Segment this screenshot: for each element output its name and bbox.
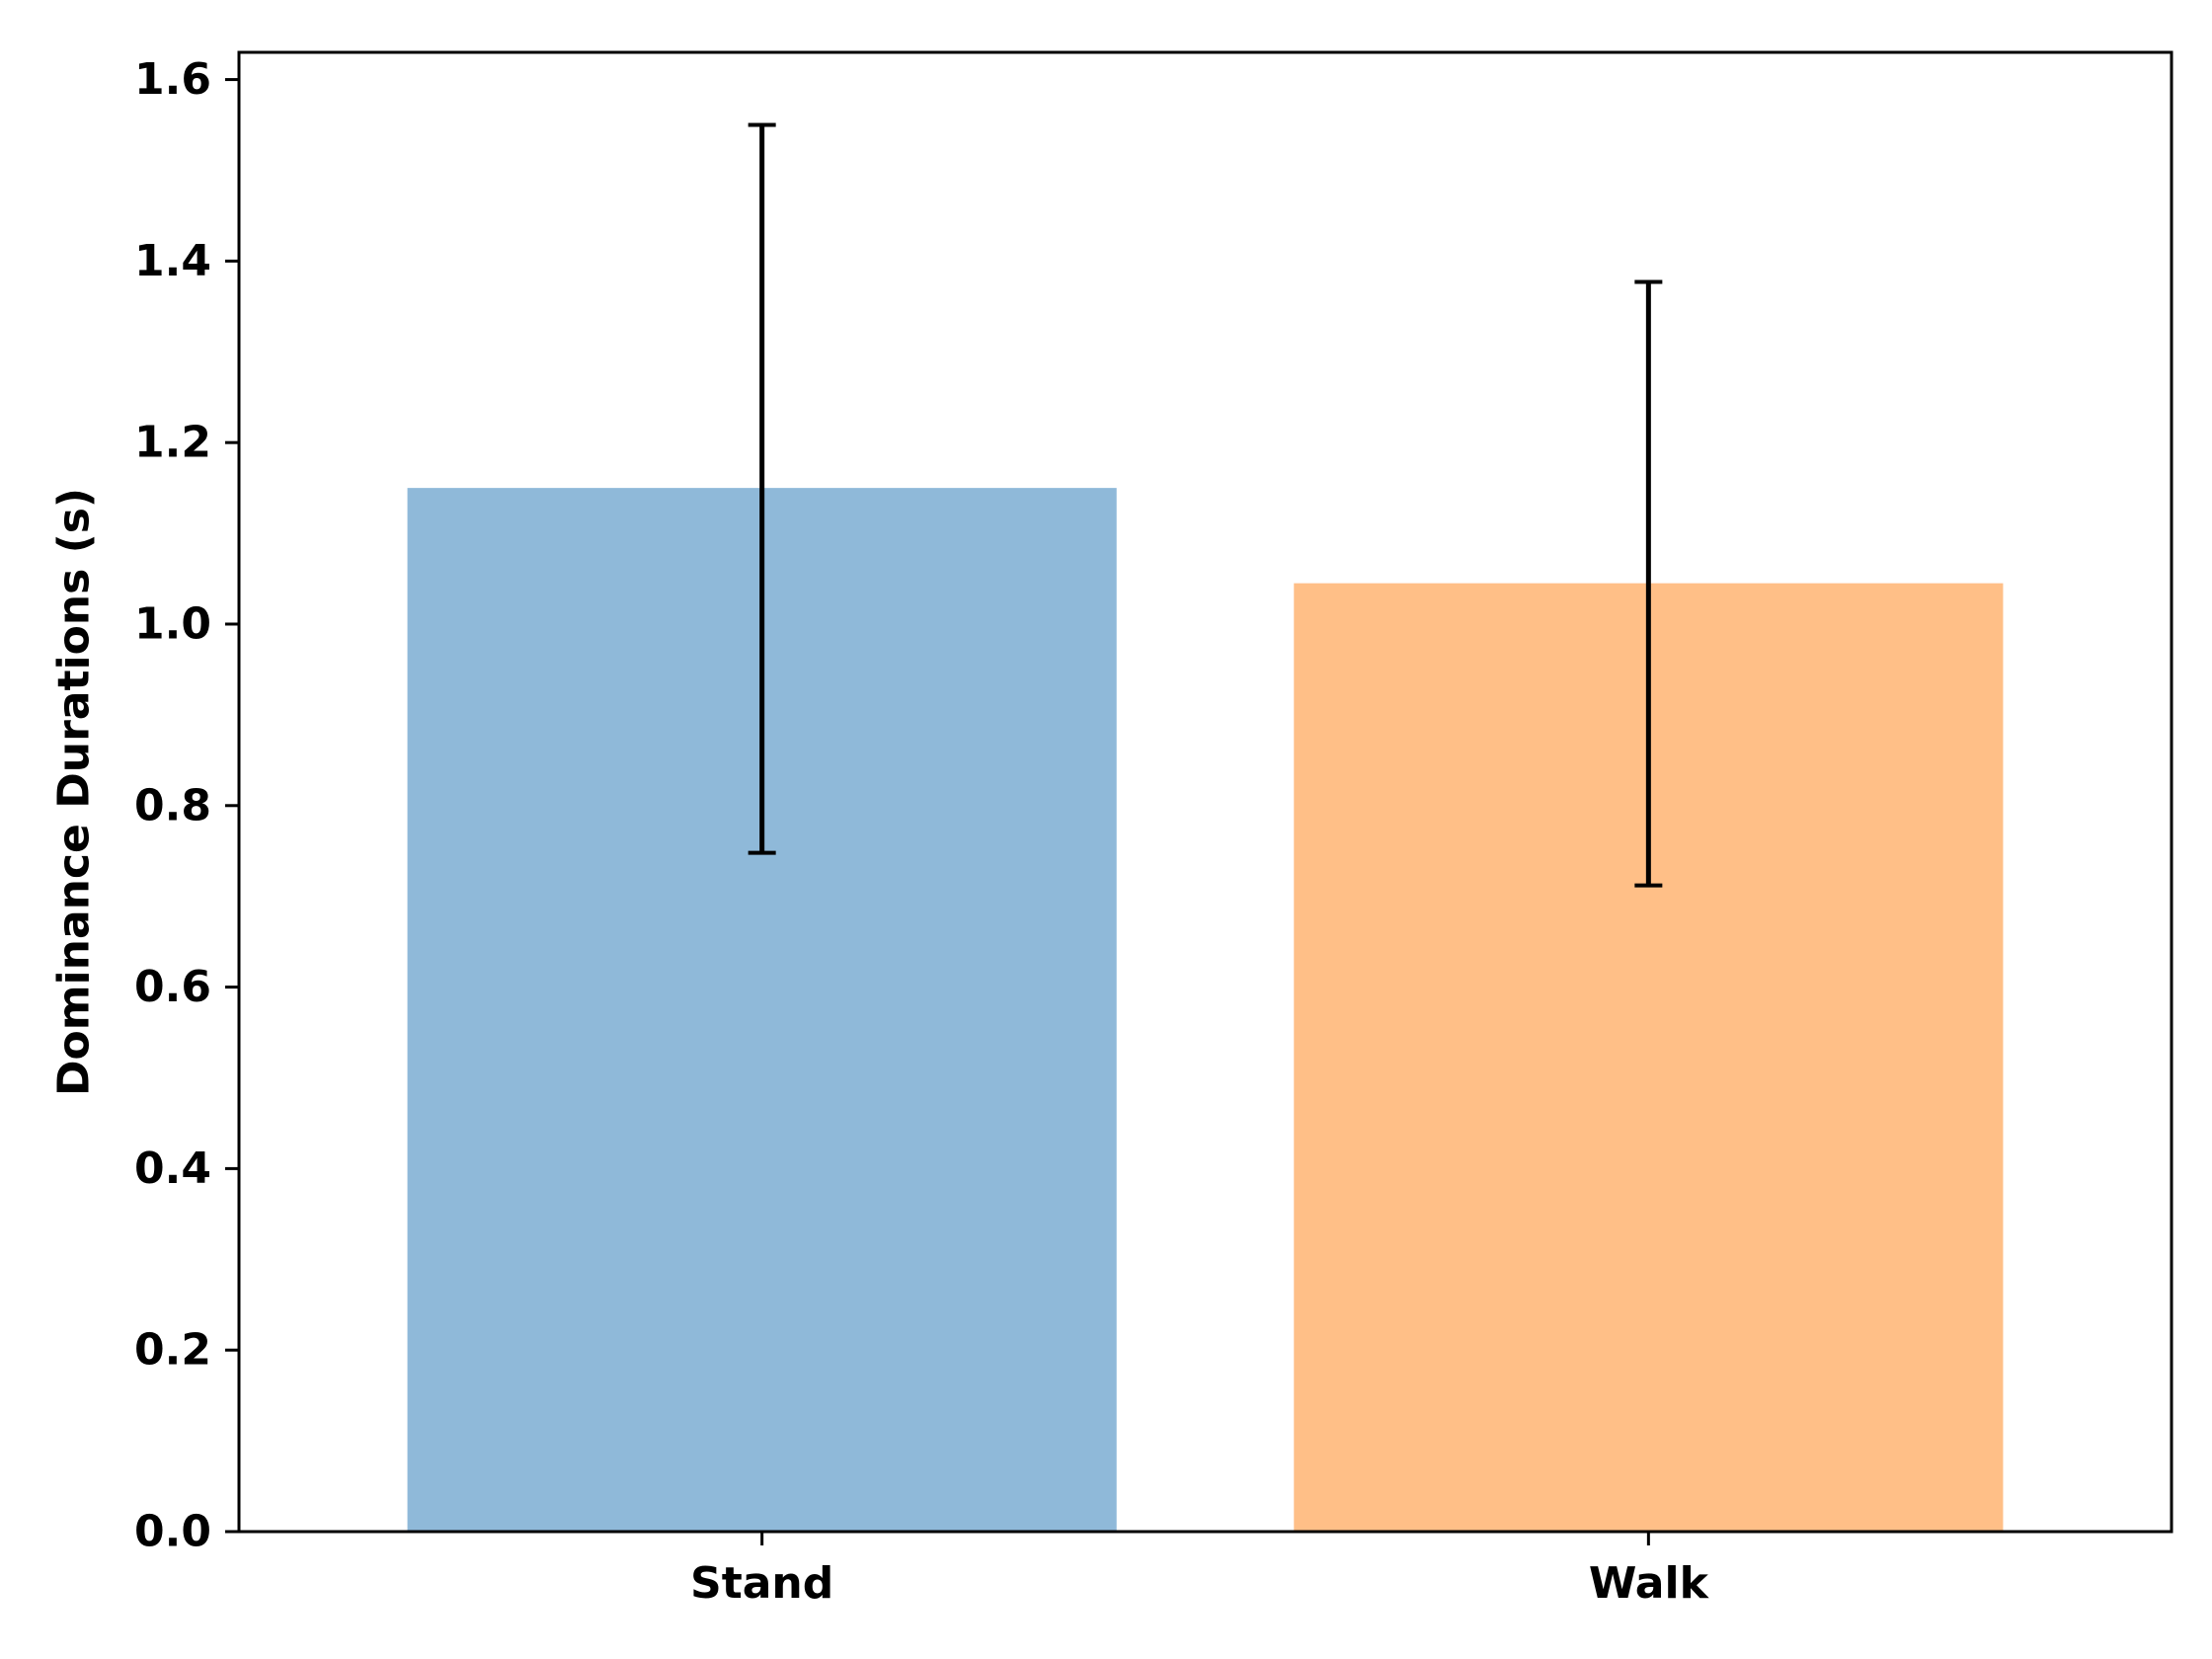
bars-group [407,488,2004,1532]
x-tick-label-stand: Stand [690,1558,833,1609]
plot-frame [237,50,2173,1534]
x-axis: Stand Walk [690,1532,1710,1609]
y-axis: 0.0 0.2 0.4 0.6 0.8 1.0 1.2 1.4 1.6 [134,54,239,1557]
x-tick-label-walk: Walk [1589,1558,1710,1609]
y-tick-label-0: 0.0 [134,1507,211,1557]
y-tick-label-1: 0.2 [134,1325,211,1376]
y-tick-label-7: 1.4 [134,236,211,286]
y-tick-label-8: 1.6 [134,54,211,105]
y-tick-label-6: 1.2 [134,418,211,468]
y-tick-label-2: 0.4 [134,1144,211,1194]
y-axis-label: Dominance Durations (s) [49,488,100,1096]
y-tick-label-5: 1.0 [134,598,211,649]
y-tick-label-4: 0.8 [134,780,211,830]
error-bars-group [748,122,1663,888]
y-tick-label-3: 0.6 [134,962,211,1012]
